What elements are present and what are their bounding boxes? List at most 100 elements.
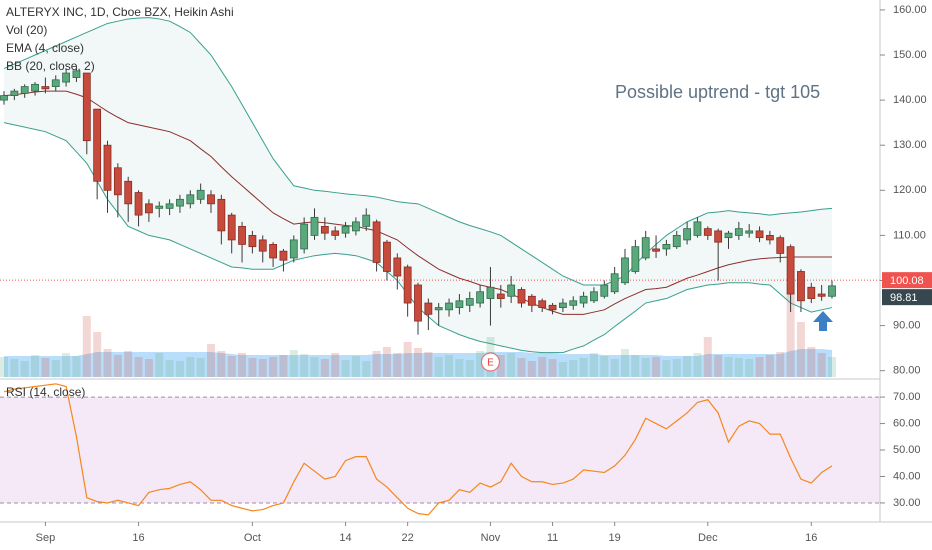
- volume-bar: [807, 347, 816, 377]
- price-tag: [882, 289, 932, 306]
- candle-body: [31, 83, 39, 92]
- bb-fill: [4, 17, 832, 353]
- candle-body: [331, 230, 340, 236]
- volume-ma-area: [4, 349, 832, 377]
- y-tick-label: 160.00: [893, 4, 927, 16]
- volume-bar: [165, 360, 174, 377]
- candle-body: [548, 304, 557, 311]
- volume-bar: [600, 356, 609, 377]
- volume-bar: [351, 356, 360, 377]
- y-tick-label: 90.00: [893, 319, 921, 331]
- indicator-label: EMA (4, close): [6, 41, 84, 55]
- volume-bar: [0, 357, 8, 377]
- candle-body: [269, 244, 278, 259]
- candle-body: [351, 221, 360, 232]
- candle-body: [124, 180, 133, 205]
- y-tick-label: 80.00: [893, 365, 921, 377]
- volume-bar: [755, 357, 764, 377]
- volume-bar: [207, 344, 215, 377]
- indicator-label: Vol (20): [6, 23, 47, 37]
- candle-body: [217, 198, 226, 232]
- candle-body: [755, 230, 764, 239]
- volume-bar: [476, 351, 485, 377]
- candle-body: [248, 234, 257, 248]
- candle-body: [238, 225, 246, 245]
- x-tick-label: 14: [339, 532, 351, 544]
- volume-bar: [672, 359, 681, 377]
- volume-bar: [662, 360, 671, 377]
- volume-bar: [41, 358, 50, 377]
- candle-body: [207, 194, 215, 205]
- volume-bar: [248, 358, 257, 377]
- volume-bar: [683, 356, 692, 377]
- x-tick-label: Sep: [36, 532, 56, 544]
- volume-bar: [734, 358, 743, 377]
- candle-body: [134, 192, 143, 216]
- candle-body: [186, 194, 195, 205]
- candle-body: [527, 295, 536, 306]
- rsi-band-fill: [0, 397, 880, 503]
- volume-bar: [621, 349, 629, 377]
- candle-body: [610, 273, 619, 293]
- volume-bar: [341, 360, 350, 377]
- candle-body: [403, 266, 412, 304]
- candle-body: [455, 300, 464, 308]
- candle-body: [289, 239, 298, 259]
- candle-body: [155, 205, 164, 209]
- volume-bar: [828, 357, 836, 377]
- y-tick-label: 140.00: [893, 94, 927, 106]
- candle-body: [227, 214, 236, 241]
- volume-bar: [238, 353, 247, 377]
- candle-body: [517, 289, 526, 304]
- candle-body: [103, 144, 112, 191]
- x-tick-label: Dec: [698, 532, 718, 544]
- volume-bar: [403, 342, 412, 377]
- candle-body: [113, 167, 122, 196]
- candle-body: [445, 302, 453, 311]
- candle-body: [734, 228, 743, 236]
- volume-bar: [372, 351, 381, 377]
- candle-body: [507, 284, 516, 297]
- candle-body: [372, 221, 381, 263]
- volume-bar: [610, 359, 619, 377]
- candle-body: [745, 230, 754, 234]
- candle-body: [652, 248, 660, 252]
- volume-bar: [414, 348, 422, 377]
- candle-body: [393, 257, 402, 277]
- volume-bar: [434, 357, 443, 377]
- volume-bar: [362, 361, 371, 377]
- candle-body: [569, 300, 578, 306]
- x-tick-label: 16: [805, 532, 817, 544]
- volume-bar: [382, 347, 391, 377]
- volume-bar: [724, 357, 733, 377]
- x-tick-label: 11: [547, 532, 558, 544]
- volume-bar: [72, 356, 81, 377]
- bb-upper: [3, 17, 833, 286]
- y-tick-label: 70.00: [893, 391, 921, 403]
- volume-bar: [579, 358, 588, 377]
- earnings-label: E: [487, 358, 494, 369]
- volume-bar: [300, 354, 309, 377]
- candle-body: [310, 216, 319, 236]
- volume-bar: [817, 353, 826, 377]
- volume-bar: [31, 355, 40, 377]
- volume-bar: [776, 352, 785, 377]
- volume-bar: [113, 355, 122, 377]
- candle-body: [786, 246, 795, 295]
- y-tick-label: 130.00: [893, 139, 927, 151]
- volume-bar: [20, 361, 29, 377]
- price-tag: [882, 272, 932, 289]
- candle-body: [703, 228, 712, 236]
- volume-bar: [517, 358, 526, 377]
- candle-body: [724, 232, 733, 239]
- volume-bar: [269, 357, 278, 377]
- plot-area: E: [0, 17, 880, 516]
- volume-bar: [93, 332, 102, 377]
- volume-bar: [527, 361, 536, 377]
- candle-body: [486, 286, 495, 299]
- candle-body: [828, 285, 836, 297]
- candle-body: [196, 189, 205, 200]
- candle-body: [662, 244, 671, 250]
- candle-body: [20, 86, 29, 94]
- volume-bar: [196, 358, 205, 377]
